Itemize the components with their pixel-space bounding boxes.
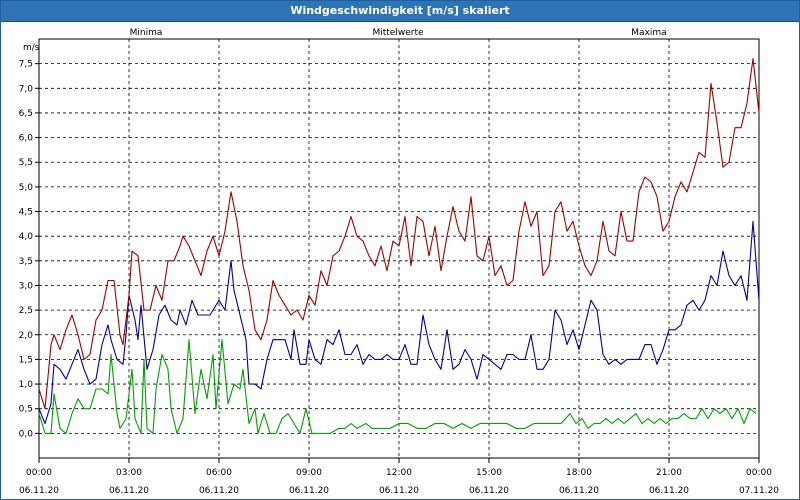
y-tick-label: 7,5 [19,60,33,70]
x-tick-time-label: 00:00 [746,468,772,478]
x-tick-date-label: 06.11.20 [199,486,239,496]
x-tick-time-label: 21:00 [656,468,682,478]
x-tick-time-label: 12:00 [386,468,412,478]
y-tick-label: 6,5 [19,109,33,119]
x-tick-date-label: 06.11.20 [289,486,329,496]
x-tick-date-label: 06.11.20 [649,486,689,496]
title-bar: Windgeschwindigkeit [m/s] skaliert [1,1,799,22]
y-tick-label: 2,5 [19,306,33,316]
y-tick-label: 5,5 [19,158,33,168]
y-tick-label: 2,0 [19,331,34,341]
legend-maxima: Maxima [631,28,666,38]
y-tick-label: 6,0 [19,134,34,144]
x-tick-time-label: 03:00 [116,468,142,478]
x-tick-time-label: 09:00 [296,468,322,478]
y-tick-label: 7,0 [19,84,34,94]
x-tick-time-label: 18:00 [566,468,592,478]
legend-minima: Minima [130,28,163,38]
x-tick-time-label: 00:00 [26,468,52,478]
x-tick-date-label: 06.11.20 [109,486,149,496]
chart-title: Windgeschwindigkeit [m/s] skaliert [290,4,510,17]
series-line-mittelwerte [38,220,760,425]
y-tick-label: 3,0 [19,281,34,291]
series-line-minima [38,339,757,434]
y-tick-label: 5,0 [19,183,34,193]
x-tick-date-label: 06.11.20 [19,486,59,496]
x-tick-time-label: 15:00 [476,468,502,478]
legend-mittelwerte: Mittelwerte [372,28,423,38]
x-tick-date-label: 06.11.20 [379,486,419,496]
x-tick-time-label: 06:00 [206,468,232,478]
x-tick-date-label: 06.11.20 [469,486,509,496]
y-tick-label: 1,0 [19,380,34,390]
y-tick-label: 0,0 [19,429,34,439]
x-tick-date-label: 07.11.20 [739,486,779,496]
y-tick-label: 4,5 [19,208,33,218]
y-tick-label: 4,0 [19,232,34,242]
y-tick-label: 0,5 [19,405,33,415]
x-tick-date-label: 06.11.20 [559,486,599,496]
series-line-maxima [38,58,760,410]
y-tick-label: 1,5 [19,355,33,365]
y-axis-label: m/s [23,43,40,53]
y-tick-label: 3,5 [19,257,33,267]
